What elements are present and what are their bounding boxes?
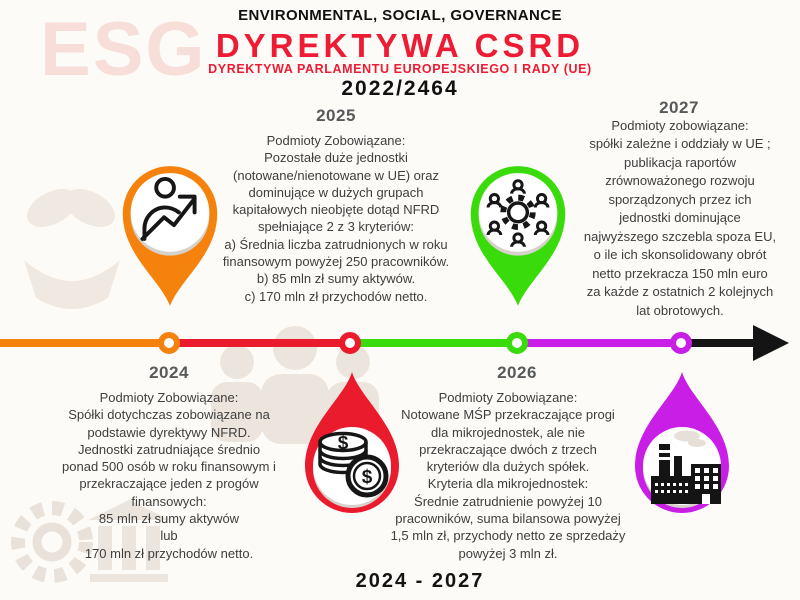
header-kicker: ENVIRONMENTAL, SOCIAL, GOVERNANCE <box>238 7 562 24</box>
svg-text:$: $ <box>362 467 373 488</box>
timeline-node-2025 <box>339 332 361 354</box>
milestone-text-2024: Podmioty Zobowiązane: Spółki dotychczas … <box>62 390 276 561</box>
timeline-node-2024 <box>158 332 180 354</box>
milestone-text-2027: Podmioty zobowiązane: spółki zależne i o… <box>583 118 777 318</box>
pin-2025: $ $ <box>305 372 399 513</box>
pin-2024 <box>122 166 218 306</box>
timeline-node-2027 <box>670 332 692 354</box>
milestone-text-2026: Podmioty Zobowiązane: Notowane MŚP przek… <box>390 390 626 561</box>
growth-person-icon <box>140 176 197 241</box>
timeline-segment-2024 <box>0 339 169 347</box>
year-label-2024: 2024 <box>149 363 189 382</box>
pin-2026 <box>470 166 566 306</box>
timeline-segment-2025 <box>169 339 350 347</box>
page-title: DYREKTYWA CSRD <box>215 27 585 64</box>
year-label-2026: 2026 <box>497 363 537 382</box>
svg-text:$: $ <box>338 433 349 454</box>
timeline-node-2026 <box>506 332 528 354</box>
factory-icon <box>651 430 721 504</box>
year-label-2025: 2025 <box>316 106 356 125</box>
milestone-text-2025: Podmioty Zobowiązane: Pozostałe duże jed… <box>222 133 450 304</box>
year-label-2027: 2027 <box>659 98 699 117</box>
pin-2027 <box>635 372 729 513</box>
page-subtitle: DYREKTYWA PARLAMENTU EUROPEJSKIEGO I RAD… <box>208 62 592 76</box>
coins-icon: $ $ <box>318 431 389 498</box>
team-gear-icon <box>486 179 550 248</box>
directive-number: 2022/2464 <box>341 77 459 100</box>
timeline-segment-2026 <box>350 339 517 347</box>
timeline-segment-end <box>681 339 759 347</box>
footer-range: 2024 - 2027 <box>355 570 485 592</box>
arrow-right-icon <box>753 325 789 361</box>
timeline-segment-2027 <box>517 339 681 347</box>
